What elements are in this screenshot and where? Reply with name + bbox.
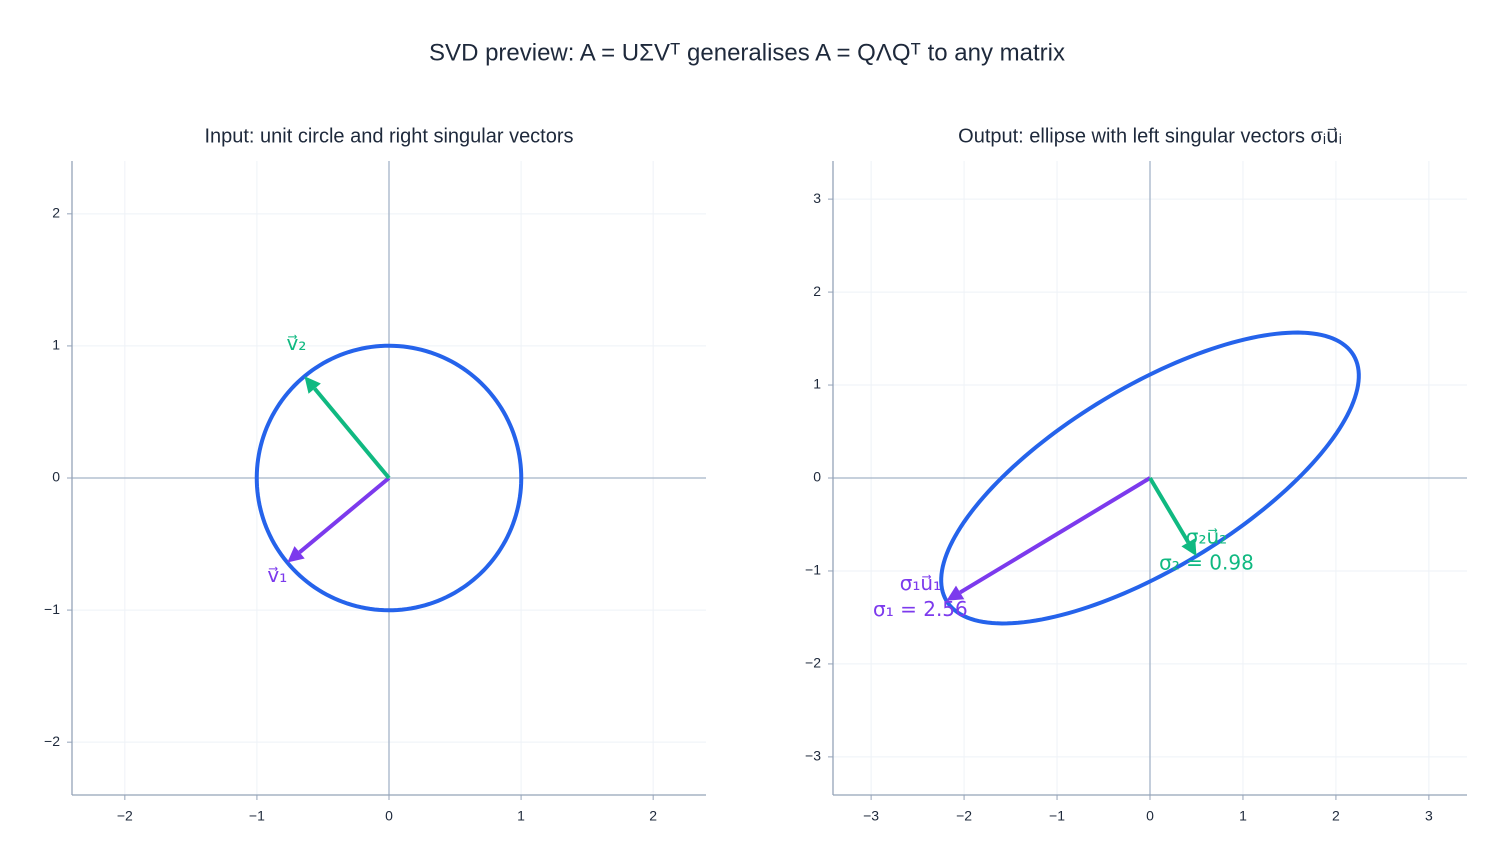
y-tick-label: 2 <box>52 205 60 221</box>
vector-label: σ₁u⃗₁ <box>900 571 941 595</box>
vector-label: σ₂u⃗₂ <box>1186 525 1227 549</box>
x-tick-label: −1 <box>249 808 265 824</box>
transformed-shape <box>939 330 1361 626</box>
y-tick-label: 1 <box>52 337 60 353</box>
vector-shaft <box>313 387 391 480</box>
x-tick-label: −2 <box>956 808 972 824</box>
x-tick-label: −1 <box>1049 808 1065 824</box>
y-tick-label: −3 <box>805 748 821 764</box>
vector-note: σ₂ = 0.98 <box>1159 551 1254 575</box>
x-tick-label: 2 <box>1332 808 1340 824</box>
y-tick-label: −2 <box>44 733 60 749</box>
y-tick-label: −1 <box>44 601 60 617</box>
y-tick-label: 3 <box>813 190 821 206</box>
x-tick-label: 3 <box>1425 808 1433 824</box>
x-tick-label: −2 <box>117 808 133 824</box>
x-tick-label: 1 <box>1239 808 1247 824</box>
x-tick-label: −3 <box>863 808 879 824</box>
vector-note: σ₁ = 2.56 <box>873 597 968 621</box>
vector-head <box>304 376 321 394</box>
vector-shaft <box>1148 476 1191 544</box>
y-tick-label: 0 <box>52 469 60 485</box>
vector-shaft <box>298 476 391 554</box>
vector-label: v⃗₁ <box>267 563 287 587</box>
y-tick-label: −1 <box>805 562 821 578</box>
x-tick-label: 0 <box>1146 808 1154 824</box>
y-tick-label: −2 <box>805 655 821 671</box>
vector-head <box>1181 538 1197 557</box>
vector-shaft <box>959 476 1152 595</box>
y-tick-label: 2 <box>813 283 821 299</box>
y-tick-label: 0 <box>813 469 821 485</box>
transformed-shape <box>254 343 524 613</box>
subplot-title: Output: ellipse with left singular vecto… <box>958 125 1342 147</box>
figure-title: SVD preview: A = UΣVᵀ generalises A = QΛ… <box>429 39 1065 66</box>
y-tick-label: 1 <box>813 376 821 392</box>
vector-head <box>287 546 305 563</box>
x-tick-label: 0 <box>385 808 393 824</box>
vector-head <box>946 585 965 601</box>
vector-label: v⃗₂ <box>287 331 307 355</box>
x-tick-label: 1 <box>517 808 525 824</box>
x-tick-label: 2 <box>649 808 657 824</box>
subplot-title: Input: unit circle and right singular ve… <box>204 125 573 147</box>
